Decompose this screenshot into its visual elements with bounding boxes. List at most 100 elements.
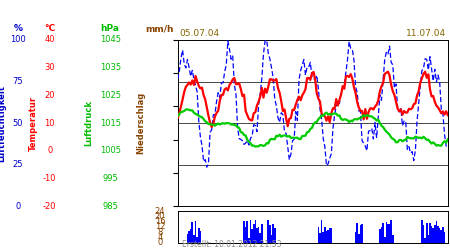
Bar [434, 225, 436, 242]
Bar [318, 227, 319, 242]
Text: hPa: hPa [101, 24, 120, 33]
Text: 995: 995 [102, 174, 118, 183]
Text: 4: 4 [158, 233, 162, 242]
Bar [193, 235, 195, 242]
Bar [441, 230, 442, 242]
Bar [436, 221, 437, 242]
Bar [392, 235, 394, 242]
Bar [432, 228, 434, 242]
Text: %: % [14, 24, 22, 33]
Bar [387, 224, 389, 242]
Bar [319, 233, 321, 242]
Text: 20: 20 [45, 91, 55, 100]
Text: 8: 8 [158, 228, 162, 236]
Text: 05.07.04: 05.07.04 [179, 29, 219, 38]
Bar [272, 224, 274, 242]
Text: 10: 10 [45, 119, 55, 128]
Text: 1025: 1025 [100, 91, 121, 100]
Bar [429, 223, 431, 242]
Text: -20: -20 [43, 202, 57, 211]
Bar [248, 238, 250, 242]
Bar [329, 228, 331, 242]
Bar [358, 234, 360, 242]
Bar [382, 223, 384, 242]
Bar [190, 229, 192, 242]
Text: Luftdruck: Luftdruck [85, 100, 94, 146]
Text: 11.07.04: 11.07.04 [406, 29, 446, 38]
Text: 24: 24 [155, 207, 165, 216]
Bar [360, 225, 361, 242]
Bar [390, 220, 392, 242]
Bar [331, 228, 332, 242]
Text: 0: 0 [15, 202, 20, 211]
Bar [386, 222, 387, 242]
Text: 16: 16 [155, 217, 165, 226]
Bar [384, 236, 386, 242]
Text: -10: -10 [43, 174, 57, 183]
Text: 20: 20 [155, 212, 165, 221]
Bar [444, 232, 446, 242]
Bar [431, 226, 432, 242]
Bar [421, 220, 423, 242]
Bar [261, 224, 263, 242]
Bar [188, 232, 190, 242]
Bar [381, 227, 382, 242]
Text: Temperatur: Temperatur [29, 96, 38, 151]
Text: Niederschlag: Niederschlag [136, 92, 145, 154]
Text: 50: 50 [13, 119, 23, 128]
Bar [267, 220, 269, 242]
Text: 1015: 1015 [100, 119, 121, 128]
Bar [428, 236, 429, 242]
Bar [361, 224, 363, 242]
Bar [187, 234, 188, 242]
Bar [200, 230, 201, 242]
Bar [356, 223, 358, 242]
Bar [324, 227, 326, 242]
Text: 100: 100 [10, 36, 26, 44]
Text: 0: 0 [158, 238, 162, 247]
Bar [245, 227, 247, 242]
Bar [258, 228, 259, 242]
Text: 12: 12 [155, 222, 165, 232]
Bar [274, 228, 275, 242]
Bar [327, 230, 329, 242]
Bar [198, 228, 200, 242]
Bar [424, 238, 426, 242]
Text: Luftfeuchtigkeit: Luftfeuchtigkeit [0, 84, 6, 162]
Bar [269, 225, 271, 242]
Text: 75: 75 [13, 77, 23, 86]
Bar [250, 220, 251, 242]
Bar [355, 232, 356, 242]
Text: 0: 0 [47, 146, 52, 155]
Bar [379, 229, 381, 242]
Text: °C: °C [44, 24, 55, 33]
Bar [195, 221, 196, 242]
Bar [196, 237, 198, 242]
Bar [423, 224, 424, 242]
Text: 985: 985 [102, 202, 118, 211]
Text: 40: 40 [45, 36, 55, 44]
Bar [442, 227, 444, 242]
Text: 25: 25 [13, 160, 23, 169]
Bar [426, 223, 428, 242]
Text: mm/h: mm/h [146, 24, 174, 33]
Bar [192, 222, 193, 242]
Bar [247, 221, 248, 242]
Bar [259, 233, 261, 242]
Bar [326, 232, 327, 242]
Text: 30: 30 [45, 63, 55, 72]
Bar [439, 228, 441, 242]
Text: 1045: 1045 [100, 36, 121, 44]
Text: Erstellt: 10.01.2012 21:53: Erstellt: 10.01.2012 21:53 [182, 240, 282, 249]
Bar [251, 229, 253, 242]
Bar [243, 221, 245, 242]
Bar [437, 226, 439, 242]
Bar [321, 220, 323, 242]
Bar [253, 224, 255, 242]
Text: 1035: 1035 [99, 63, 121, 72]
Bar [271, 235, 272, 242]
Bar [255, 220, 256, 242]
Bar [389, 224, 390, 242]
Bar [256, 228, 258, 242]
Bar [323, 232, 324, 242]
